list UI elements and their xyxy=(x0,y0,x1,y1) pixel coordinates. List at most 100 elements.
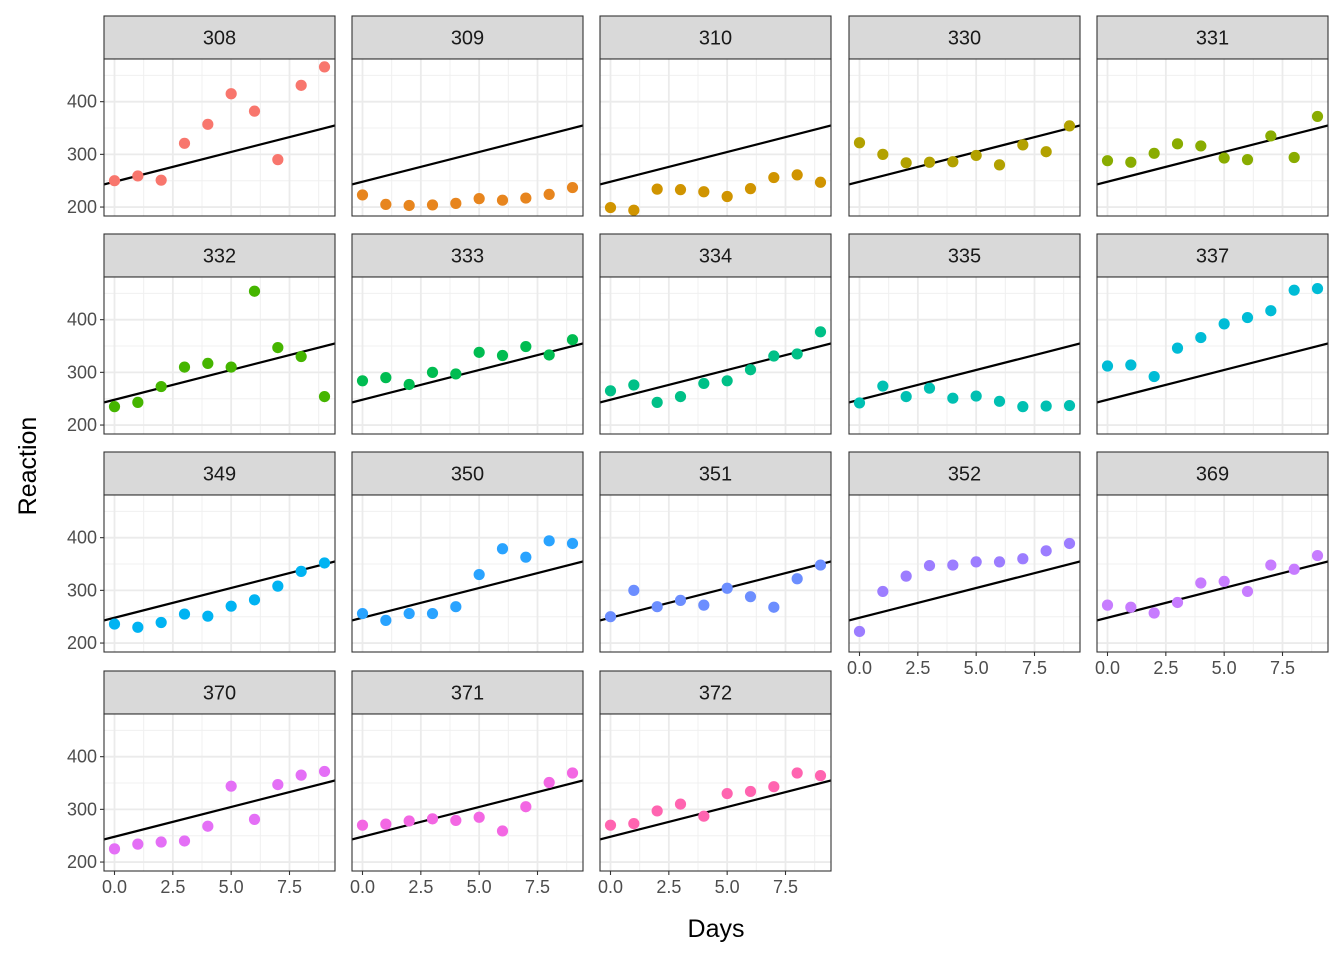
data-point xyxy=(380,198,392,211)
data-point xyxy=(1241,585,1254,598)
data-point xyxy=(1288,151,1300,164)
data-point xyxy=(202,820,214,832)
data-point xyxy=(202,118,214,130)
data-point xyxy=(403,199,415,212)
panel-border xyxy=(351,494,584,653)
panel-border xyxy=(1096,276,1329,435)
data-point xyxy=(853,625,866,638)
panel-border xyxy=(599,494,832,653)
data-point xyxy=(426,199,439,211)
facet-strip xyxy=(351,15,584,60)
facet-strip xyxy=(103,15,336,60)
facet-panel: 333 xyxy=(351,233,584,435)
data-point xyxy=(947,156,959,168)
facet-strip xyxy=(103,451,336,496)
data-point xyxy=(674,798,687,810)
data-point xyxy=(1063,537,1076,550)
x-tick-label: 0.0 xyxy=(102,877,127,897)
data-point xyxy=(970,149,982,162)
data-point xyxy=(1288,563,1300,575)
data-point xyxy=(272,154,284,166)
data-point xyxy=(900,390,912,403)
panel-contents xyxy=(1097,495,1328,652)
data-point xyxy=(1148,147,1160,159)
data-point xyxy=(698,186,710,198)
data-point xyxy=(426,366,439,378)
panel-contents xyxy=(600,495,831,652)
data-point xyxy=(108,175,121,187)
data-point xyxy=(178,835,191,847)
data-point xyxy=(814,770,827,782)
data-point xyxy=(877,585,889,598)
facet-panel: 335 xyxy=(848,233,1081,435)
data-point xyxy=(1265,130,1277,142)
data-point xyxy=(853,397,866,409)
data-point xyxy=(1288,284,1300,296)
data-point xyxy=(450,197,462,209)
data-point xyxy=(473,811,485,823)
data-point xyxy=(791,573,803,585)
data-point xyxy=(566,537,579,550)
data-point xyxy=(225,88,237,100)
data-point xyxy=(132,396,144,408)
panel-border xyxy=(103,276,336,435)
facet-panel: 337 xyxy=(1096,233,1329,435)
data-point xyxy=(604,201,617,214)
data-point xyxy=(566,181,579,194)
facet-strip-label: 350 xyxy=(451,464,484,486)
data-point xyxy=(993,556,1006,568)
panel-contents xyxy=(849,495,1080,652)
data-point xyxy=(496,825,509,837)
panel-contents xyxy=(1097,59,1328,216)
fitted-line xyxy=(352,560,583,622)
facet-strip-label: 337 xyxy=(1196,246,1229,268)
facet-strip-label: 352 xyxy=(948,464,981,486)
facet-panel: 308 200 300 400 xyxy=(67,15,336,217)
facet-panel: 310 xyxy=(599,15,832,217)
x-tick-label: 7.5 xyxy=(525,877,550,897)
fitted-line xyxy=(600,560,831,622)
y-tick-label: 200 xyxy=(67,197,97,217)
data-point xyxy=(923,559,936,572)
panel-border xyxy=(103,58,336,217)
data-point xyxy=(295,769,307,781)
data-point xyxy=(318,61,331,73)
panel-background xyxy=(600,495,831,652)
data-point xyxy=(900,157,912,169)
x-tick-label: 0.0 xyxy=(847,658,872,678)
facet-panel: 330 xyxy=(848,15,1081,217)
data-point xyxy=(1101,155,1114,167)
data-point xyxy=(1017,553,1029,565)
data-point xyxy=(225,600,237,612)
facet-panel: 349 200 300 400 xyxy=(67,451,336,653)
facet-strip xyxy=(1096,233,1329,278)
data-point xyxy=(791,348,803,360)
data-point xyxy=(520,551,532,563)
y-tick-label: 400 xyxy=(67,528,97,548)
facet-strip-label: 308 xyxy=(203,28,236,50)
y-tick-label: 300 xyxy=(67,144,97,164)
data-point xyxy=(1017,139,1029,151)
data-point xyxy=(1101,599,1114,611)
data-point xyxy=(1125,359,1137,371)
fitted-line xyxy=(849,124,1080,186)
data-point xyxy=(1017,401,1029,413)
x-tick-label: 0.0 xyxy=(350,877,375,897)
facet-strip-label: 371 xyxy=(451,683,484,705)
facet-panel: 350 xyxy=(351,451,584,653)
y-tick-label: 400 xyxy=(67,310,97,330)
facet-strip-label: 351 xyxy=(699,464,732,486)
data-point xyxy=(721,190,733,203)
panel-contents xyxy=(1097,277,1328,434)
panel-contents xyxy=(352,714,583,871)
facet-strip-label: 332 xyxy=(203,246,236,268)
panel-border xyxy=(848,58,1081,217)
facet-panels: 308 200 300 400 309 310 330 331 332 200 300 400 333 3… xyxy=(67,15,1329,897)
data-point xyxy=(947,392,959,404)
data-point xyxy=(604,819,617,831)
data-point xyxy=(450,368,462,380)
y-tick-label: 400 xyxy=(67,747,97,767)
facet-strip xyxy=(599,451,832,496)
facet-panel: 370 200 300 400 0.0 2.5 5.0 7.5 xyxy=(67,670,336,897)
panel-background xyxy=(600,714,831,871)
